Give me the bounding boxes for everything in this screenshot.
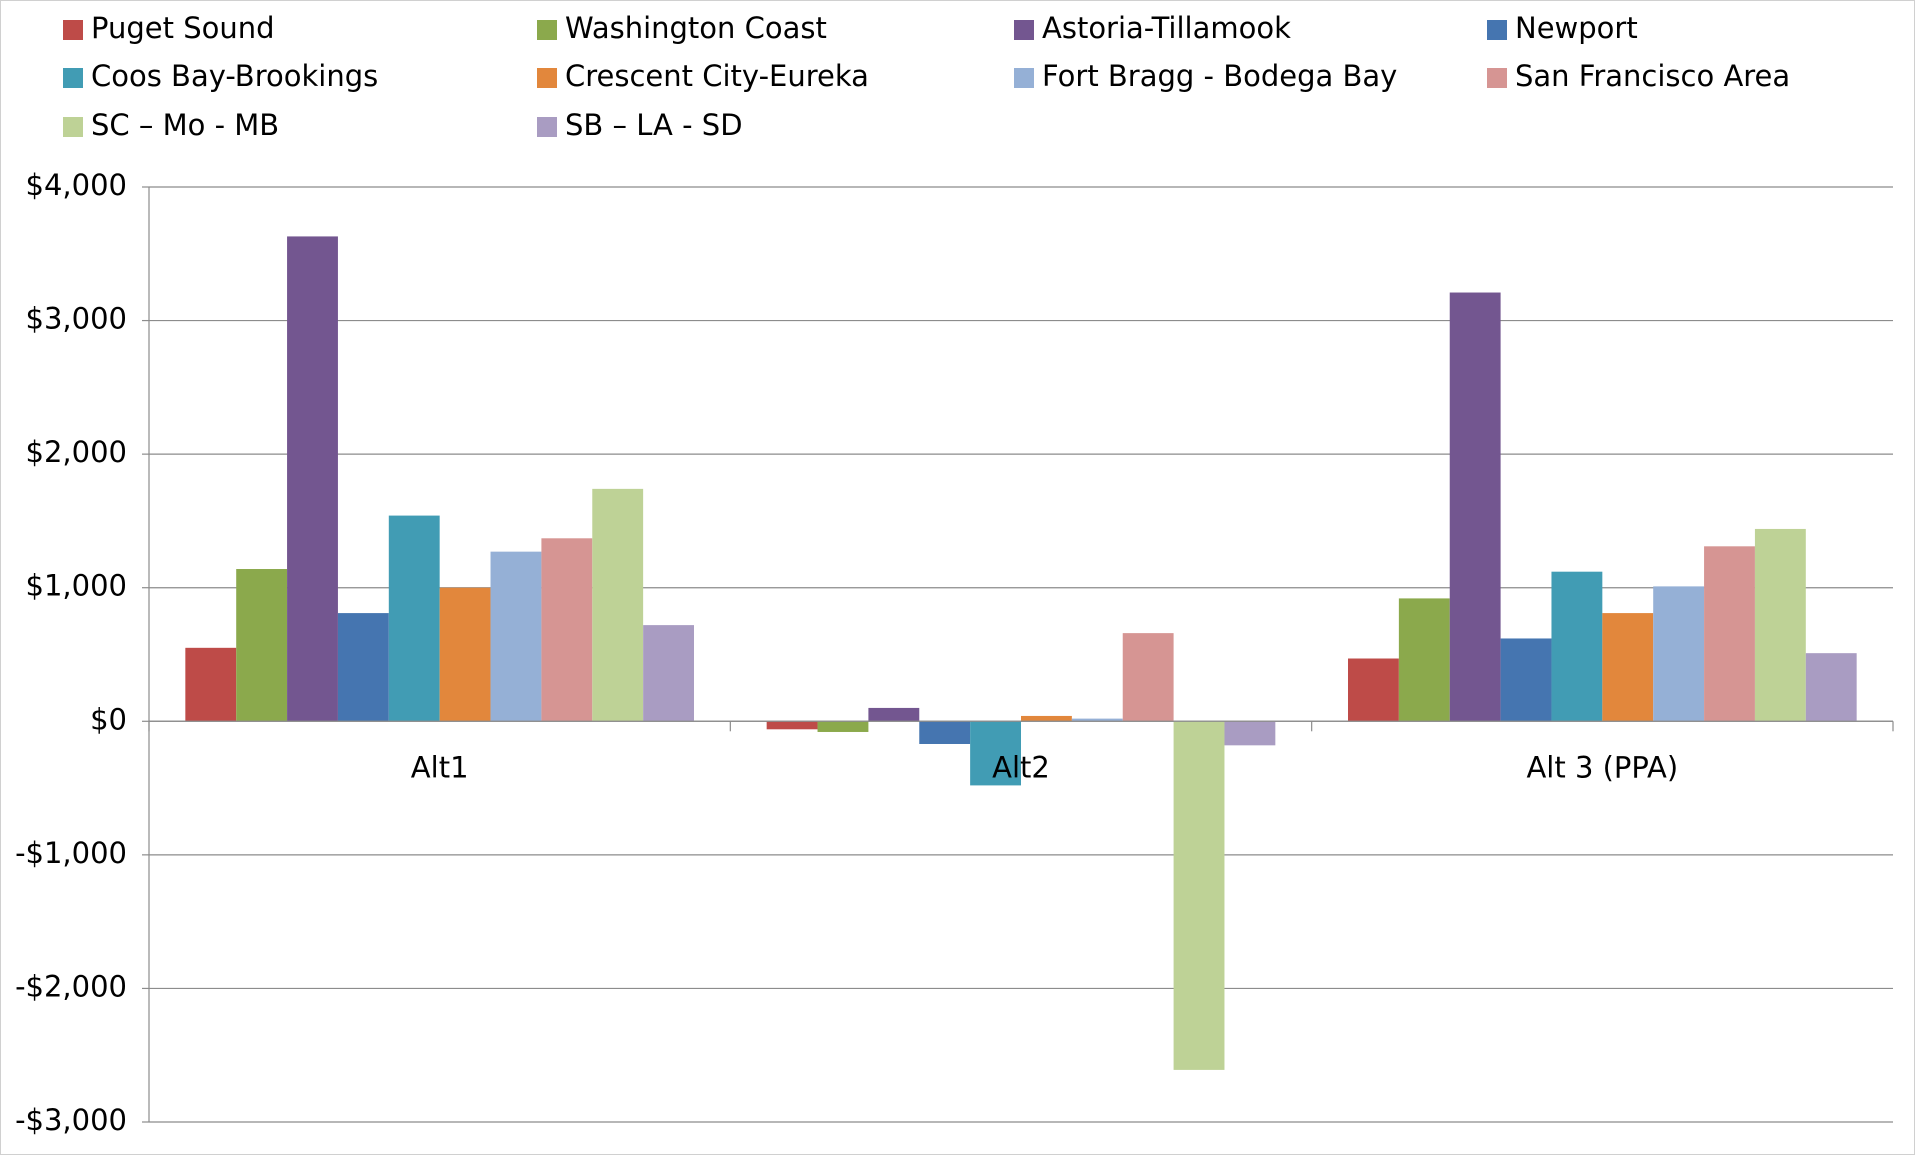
legend-label: Newport [1515, 11, 1638, 45]
legend-swatch [63, 20, 83, 40]
y-tick-label: -$2,000 [15, 969, 127, 1003]
y-tick-label: -$3,000 [15, 1103, 127, 1137]
legend-label: Crescent City-Eureka [565, 59, 869, 93]
bar [1653, 586, 1705, 722]
bar [541, 538, 593, 722]
y-tick-label: $3,000 [26, 302, 127, 336]
bar [766, 721, 818, 730]
y-tick-label: $4,000 [26, 168, 127, 202]
x-tick-label: Alt1 [411, 750, 469, 784]
y-tick-label: $0 [90, 702, 127, 736]
bar [185, 647, 237, 722]
legend-label: SC – Mo - MB [91, 108, 279, 142]
bar [868, 707, 920, 722]
legend-label: Fort Bragg - Bodega Bay [1042, 59, 1397, 93]
legend-label: Puget Sound [91, 11, 275, 45]
bar [287, 236, 338, 722]
bar [1805, 653, 1857, 722]
bar [1122, 633, 1174, 722]
y-tick-label: $1,000 [26, 569, 127, 603]
legend-swatch [63, 117, 83, 137]
bar [1021, 715, 1072, 722]
bar [1551, 571, 1603, 722]
legend-swatch [1014, 68, 1034, 88]
bar [643, 625, 694, 722]
y-tick-label: $2,000 [26, 435, 127, 469]
legend-label: San Francisco Area [1515, 59, 1790, 93]
bar [1500, 638, 1552, 722]
y-tick-label: -$1,000 [15, 836, 127, 870]
bar [1754, 528, 1806, 722]
bar [337, 613, 389, 722]
x-tick-label: Alt2 [992, 750, 1050, 784]
bar [919, 721, 971, 744]
bar [388, 515, 440, 722]
legend-swatch [1014, 20, 1034, 40]
legend-swatch [1487, 68, 1507, 88]
bar [1348, 658, 1399, 722]
legend-label: Washington Coast [565, 11, 827, 45]
bar [1449, 292, 1501, 722]
bar [1602, 613, 1654, 722]
bar [1398, 598, 1450, 722]
bar [439, 587, 491, 722]
legend-label: Coos Bay-Brookings [91, 59, 378, 93]
legend-label: Astoria-Tillamook [1042, 11, 1291, 45]
bar [1224, 721, 1276, 746]
legend-swatch [537, 68, 557, 88]
bar [592, 488, 644, 722]
bar [1071, 718, 1123, 722]
bar [236, 569, 288, 722]
bar [970, 721, 1021, 786]
legend-swatch [537, 20, 557, 40]
bar [817, 721, 869, 732]
bar [490, 551, 542, 722]
legend-swatch [63, 68, 83, 88]
legend-swatch [1487, 20, 1507, 40]
legend-swatch [537, 117, 557, 137]
bar [1173, 721, 1225, 1070]
bar [1704, 546, 1755, 722]
x-tick-label: Alt 3 (PPA) [1526, 750, 1678, 784]
legend-label: SB – LA - SD [565, 108, 743, 142]
